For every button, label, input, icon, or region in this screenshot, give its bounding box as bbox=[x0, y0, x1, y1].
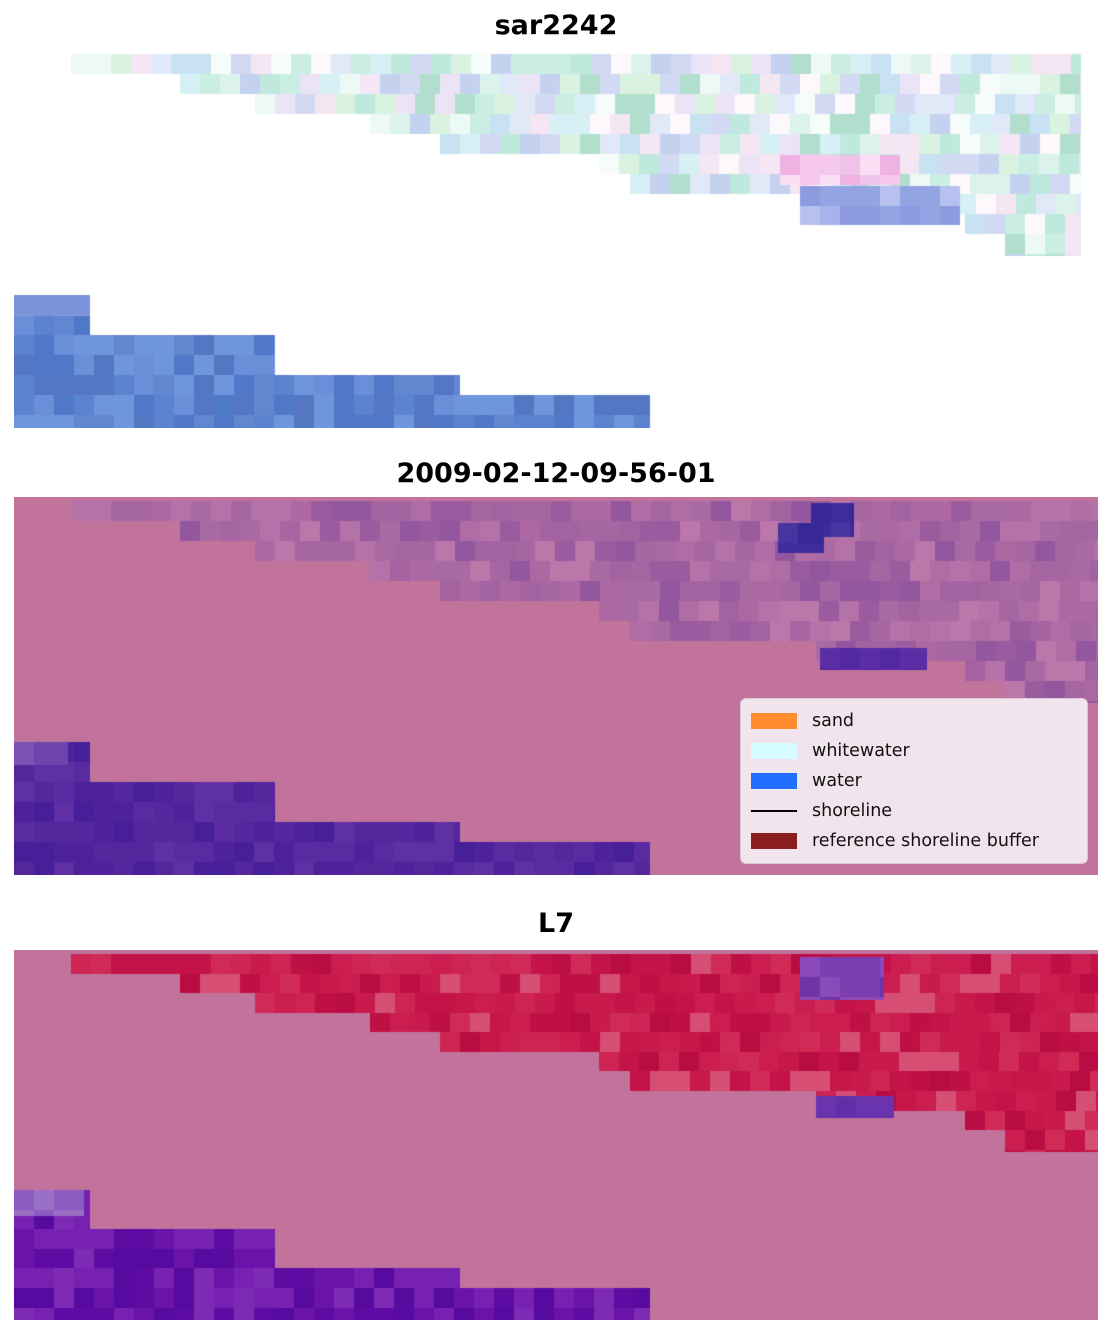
legend-item-whitewater: whitewater bbox=[751, 736, 1077, 766]
sar-image-panel bbox=[14, 50, 1098, 428]
legend-item-shoreline: shoreline bbox=[751, 796, 1077, 826]
legend-item-water: water bbox=[751, 766, 1077, 796]
sand-swatch bbox=[751, 713, 797, 729]
panel-title-l7: L7 bbox=[538, 908, 574, 939]
legend: sand whitewater water shoreline referenc… bbox=[740, 698, 1088, 864]
legend-label-reference-shoreline-buffer: reference shoreline buffer bbox=[812, 831, 1039, 851]
shoreline-line-swatch bbox=[751, 810, 797, 812]
panel-title-sar2242: sar2242 bbox=[494, 10, 618, 41]
legend-label-sand: sand bbox=[812, 711, 855, 731]
panel-title-date: 2009-02-12-09-56-01 bbox=[396, 458, 716, 489]
reference-shoreline-buffer-swatch bbox=[751, 833, 797, 849]
legend-item-reference-shoreline-buffer: reference shoreline buffer bbox=[751, 826, 1077, 856]
legend-item-sand: sand bbox=[751, 706, 1077, 736]
legend-label-whitewater: whitewater bbox=[812, 741, 910, 761]
legend-label-shoreline: shoreline bbox=[812, 801, 893, 821]
whitewater-swatch bbox=[751, 743, 797, 759]
legend-label-water: water bbox=[812, 771, 862, 791]
water-swatch bbox=[751, 773, 797, 789]
l7-image-panel bbox=[14, 950, 1098, 1320]
